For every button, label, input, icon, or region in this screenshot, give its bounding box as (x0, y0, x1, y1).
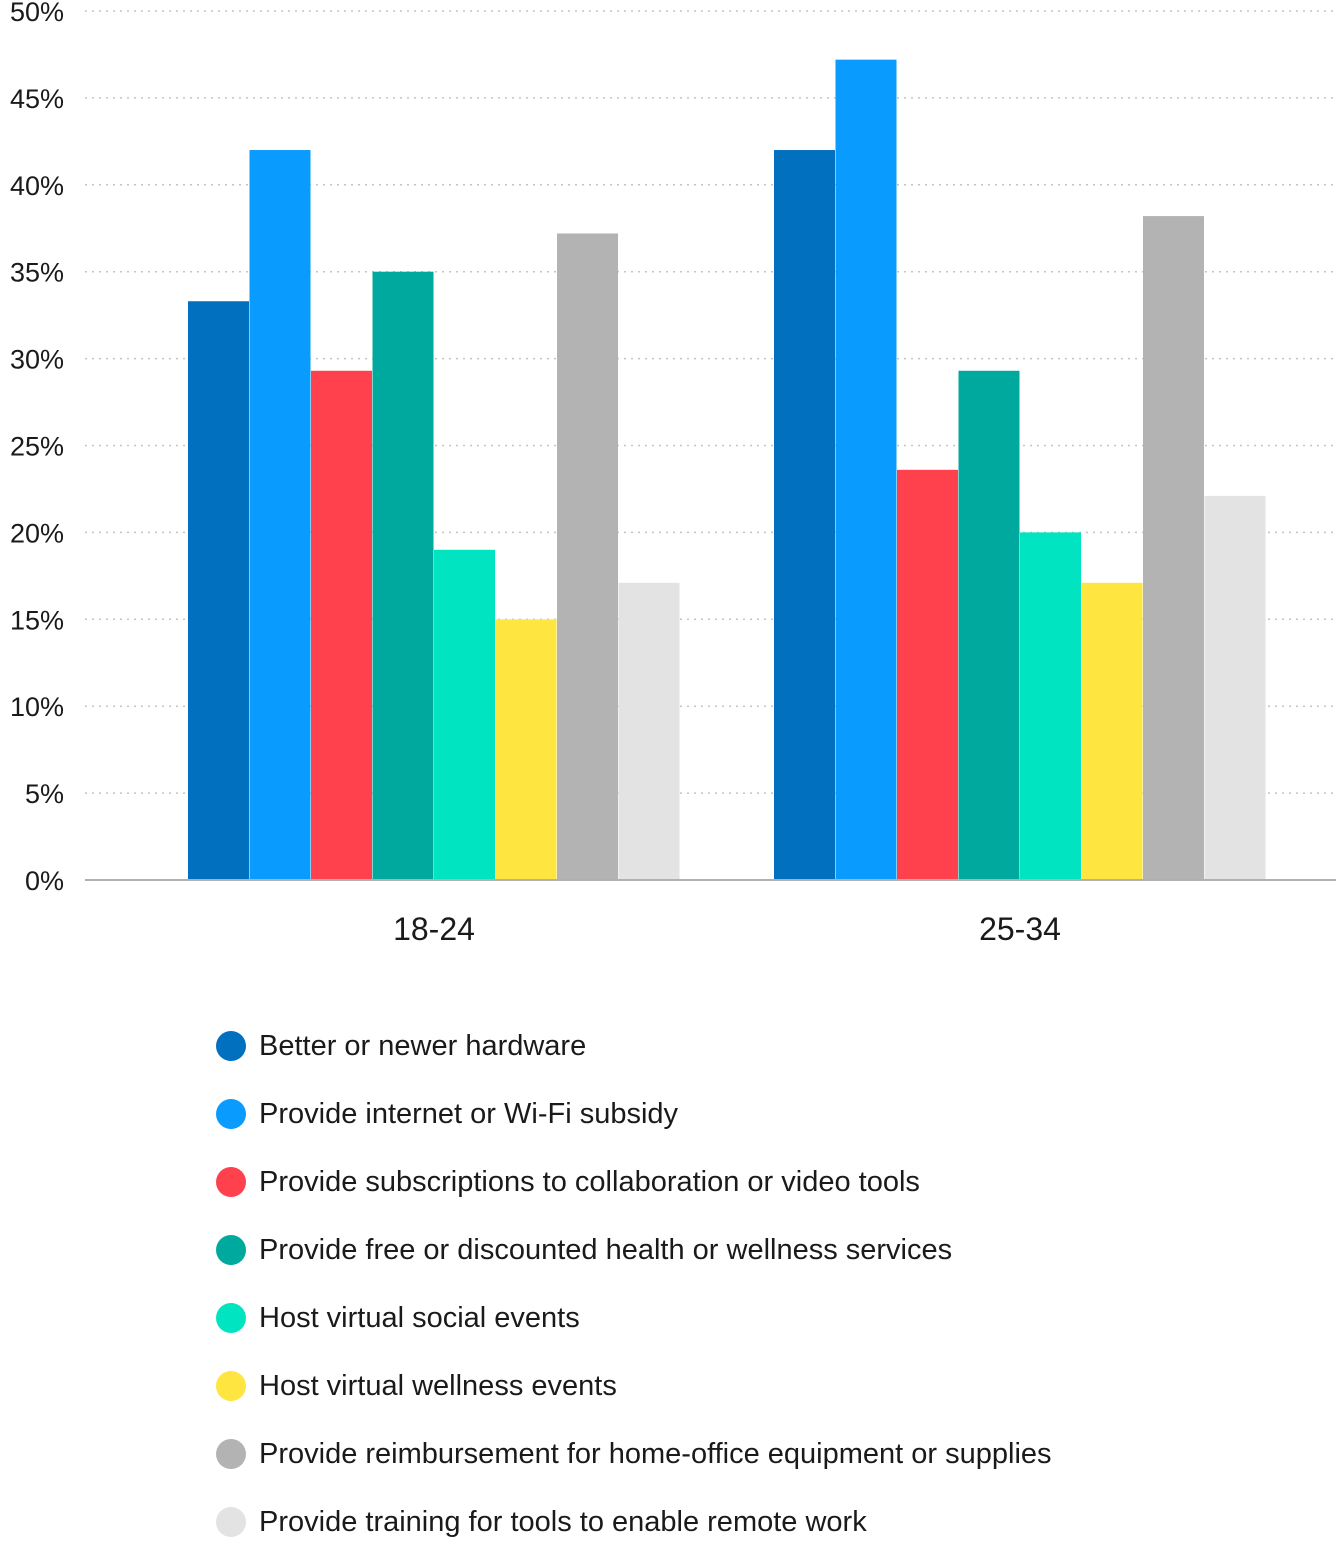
legend-item: Provide subscriptions to collaboration o… (216, 1148, 1052, 1216)
legend-item: Provide training for tools to enable rem… (216, 1488, 1052, 1556)
legend-item: Host virtual wellness events (216, 1352, 1052, 1420)
bar (897, 469, 958, 880)
legend-label: Provide internet or Wi-Fi subsidy (259, 1097, 679, 1130)
bar (434, 549, 495, 880)
y-tick-label: 35% (10, 258, 64, 288)
legend-swatch (216, 1099, 246, 1129)
legend-label: Provide subscriptions to collaboration o… (259, 1165, 920, 1198)
bar (774, 150, 835, 881)
legend-swatch (216, 1167, 246, 1197)
bar (249, 150, 311, 881)
legend-label: Host virtual wellness events (259, 1369, 617, 1402)
legend-item: Host virtual social events (216, 1284, 1052, 1352)
y-tick-label: 0% (25, 866, 64, 896)
bar (835, 59, 897, 880)
bar (1143, 216, 1204, 881)
y-tick-label: 25% (10, 432, 64, 462)
y-tick-label: 20% (10, 518, 64, 548)
bar (188, 301, 249, 881)
bar (1081, 582, 1143, 880)
legend: Better or newer hardware Provide internet… (216, 1012, 1052, 1556)
bars (188, 59, 1266, 881)
y-tick-label: 5% (25, 779, 64, 809)
x-category-label: 18-24 (393, 911, 475, 947)
legend-item: Provide reimbursement for home-office eq… (216, 1420, 1052, 1488)
bar (495, 619, 557, 880)
bar (618, 582, 680, 880)
y-tick-label: 30% (10, 345, 64, 375)
legend-item: Provide internet or Wi-Fi subsidy (216, 1080, 1052, 1148)
legend-swatch (216, 1507, 246, 1537)
y-tick-label: 45% (10, 84, 64, 114)
y-axis-tick-labels: 0% 5% 10% 15% 20% 25% 30% 35% 40% 45% 50% (10, 0, 64, 896)
legend-swatch (216, 1235, 246, 1265)
legend-swatch (216, 1439, 246, 1469)
bar (958, 370, 1020, 880)
legend-swatch (216, 1031, 246, 1061)
bar-chart: 0% 5% 10% 15% 20% 25% 30% 35% 40% 45% 50% 18-24 25-… (10, 0, 1336, 947)
bar (311, 370, 372, 880)
legend-swatch (216, 1303, 246, 1333)
legend-label: Provide reimbursement for home-office eq… (259, 1437, 1052, 1470)
legend-item: Provide free or discounted health or wel… (216, 1216, 1052, 1284)
y-tick-label: 40% (10, 171, 64, 201)
legend-item: Better or newer hardware (216, 1012, 1052, 1080)
y-tick-label: 15% (10, 605, 64, 635)
legend-label: Host virtual social events (259, 1301, 580, 1334)
x-category-label: 25-34 (979, 911, 1061, 947)
legend-label: Better or newer hardware (259, 1029, 587, 1062)
legend-swatch (216, 1371, 246, 1401)
y-tick-label: 10% (10, 692, 64, 722)
bar (1020, 532, 1081, 880)
legend-label: Provide free or discounted health or wel… (259, 1233, 953, 1266)
y-tick-label: 50% (10, 0, 64, 27)
bar (1204, 495, 1266, 880)
bar (557, 233, 618, 881)
x-axis-category-labels: 18-24 25-34 (393, 911, 1061, 947)
bar (372, 271, 434, 880)
legend-label: Provide training for tools to enable rem… (259, 1505, 867, 1538)
